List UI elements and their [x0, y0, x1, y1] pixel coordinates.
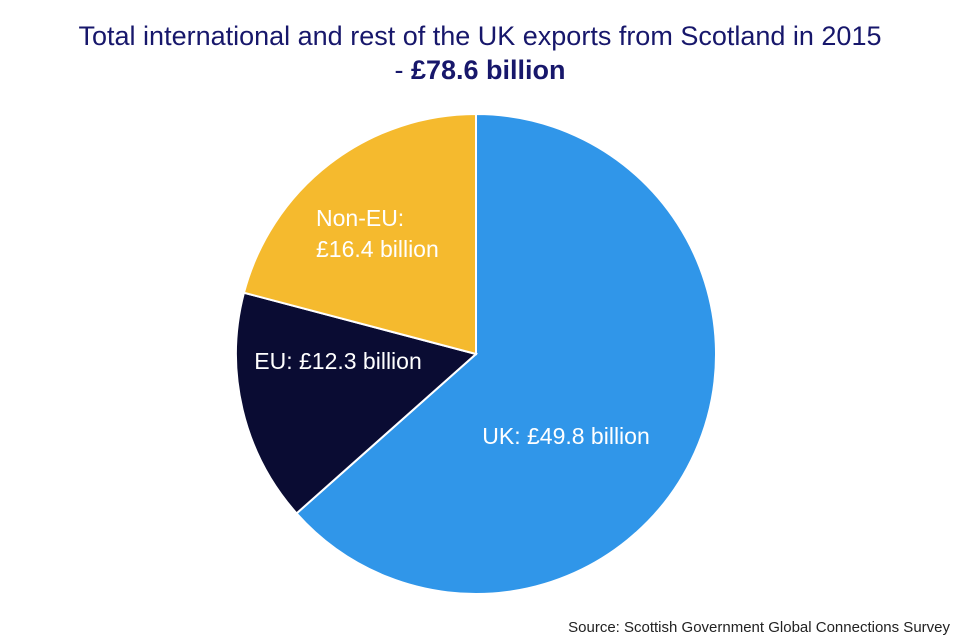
- slice-label: UK: £49.8 billion: [482, 423, 650, 449]
- title-total: £78.6 billion: [411, 55, 566, 85]
- pie-slice: [295, 112, 717, 595]
- slice-labels: UK: £49.8 billion EU: £12.3 billion Non-EU…: [254, 205, 650, 449]
- slice-label: £16.4 billion: [316, 236, 439, 262]
- pie-slice: [235, 291, 479, 515]
- pie-slice: [242, 112, 477, 356]
- chart-title-total: - £78.6 billion: [394, 55, 565, 85]
- pie: [235, 112, 717, 595]
- slice-label: EU: £12.3 billion: [254, 348, 422, 374]
- chart-title: Total international and rest of the UK e…: [79, 21, 882, 51]
- title-dash: -: [394, 55, 403, 85]
- source-note: Source: Scottish Government Global Conne…: [568, 619, 950, 636]
- slice-label: Non-EU:: [316, 205, 404, 231]
